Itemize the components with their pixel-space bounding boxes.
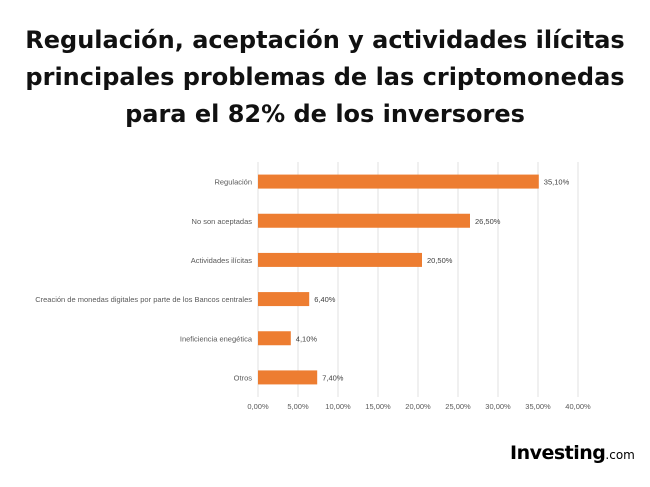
bar-1 — [258, 213, 470, 228]
x-tick-label-3: 15,00% — [365, 402, 391, 411]
x-tick-label-5: 25,00% — [445, 402, 471, 411]
data-label-2: 20,50% — [427, 256, 453, 265]
bar-chart: Regulación 35,10% No son aceptadas 26,50% Ac… — [35, 162, 591, 411]
x-tick-label-0: 0,00% — [247, 402, 269, 411]
chart-title: Regulación, aceptación y actividades ilí… — [0, 22, 650, 133]
category-label-4: Ineficiencia enegética — [180, 334, 253, 343]
category-label-0: Regulación — [214, 178, 252, 187]
logo-brand: Investing — [510, 442, 606, 464]
x-tick-label-4: 20,00% — [405, 402, 431, 411]
category-label-1: No son aceptadas — [192, 217, 253, 226]
bar-3 — [258, 292, 310, 307]
x-tick-label-2: 10,00% — [325, 402, 351, 411]
x-tick-label-8: 40,00% — [565, 402, 591, 411]
data-label-0: 35,10% — [544, 178, 570, 187]
logo-suffix: .com — [605, 448, 635, 462]
title-line-1: Regulación, aceptación y actividades ilí… — [25, 26, 625, 54]
title-line-3: para el 82% de los inversores — [125, 100, 525, 128]
title-line-2: principales problemas de las criptomoned… — [25, 63, 625, 91]
category-label-2: Actividades ilícitas — [191, 256, 253, 265]
bar-5 — [258, 370, 318, 385]
x-tick-label-7: 35,00% — [525, 402, 551, 411]
investing-logo: Investing.com — [510, 442, 635, 464]
x-tick-label-6: 30,00% — [485, 402, 511, 411]
x-tick-label-1: 5,00% — [287, 402, 309, 411]
data-label-4: 4,10% — [296, 334, 318, 343]
data-label-1: 26,50% — [475, 217, 501, 226]
bar-2 — [258, 252, 422, 267]
bar-4 — [258, 331, 291, 346]
data-label-5: 7,40% — [322, 373, 344, 382]
bar-0 — [258, 174, 539, 189]
category-label-5: Otros — [234, 373, 253, 382]
category-label-3: Creación de monedas digitales por parte … — [35, 295, 252, 304]
data-label-3: 6,40% — [314, 295, 336, 304]
